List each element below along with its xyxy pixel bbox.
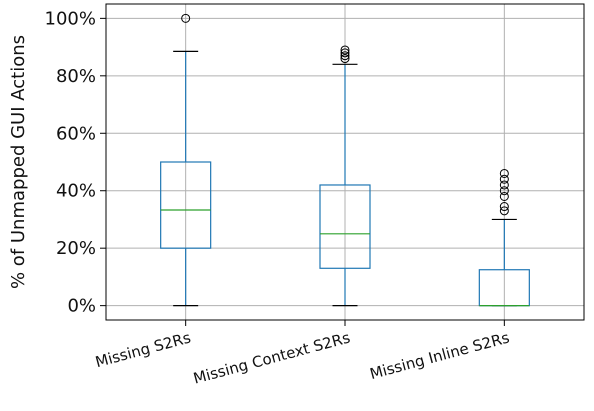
outlier-point: [340, 45, 350, 55]
y-axis: 0% 20% 40% 60% 80% 100%: [45, 8, 106, 317]
outlier-point: [340, 51, 350, 61]
box-rect: [319, 184, 371, 269]
outlier-point: [499, 202, 509, 212]
outlier-point: [340, 48, 350, 58]
outlier-point: [499, 174, 509, 184]
box-2: [319, 45, 371, 307]
outlier-point: [181, 13, 191, 23]
y-tick-label: 100%: [45, 8, 96, 29]
box-rect: [160, 161, 212, 249]
outlier-point: [499, 191, 509, 201]
x-tick-label: Missing Inline S2Rs: [368, 328, 512, 383]
y-tick-label: 40%: [56, 181, 96, 202]
box-series: [160, 13, 530, 307]
y-tick-label: 0%: [67, 296, 96, 317]
outlier-point: [340, 54, 350, 64]
outlier-point: [499, 180, 509, 190]
y-tick-label: 60%: [56, 123, 96, 144]
outlier-point: [499, 186, 509, 196]
x-tick-label: Missing Context S2Rs: [191, 328, 352, 387]
x-tick-label: Missing S2Rs: [93, 328, 193, 371]
y-axis-label: % of Unmapped GUI Actions: [8, 35, 29, 289]
box-3: [478, 168, 530, 307]
y-tick-label: 80%: [56, 66, 96, 87]
box-1: [160, 13, 212, 307]
outlier-point: [499, 206, 509, 216]
y-tick-label: 20%: [56, 238, 96, 259]
outlier-point: [499, 168, 509, 178]
